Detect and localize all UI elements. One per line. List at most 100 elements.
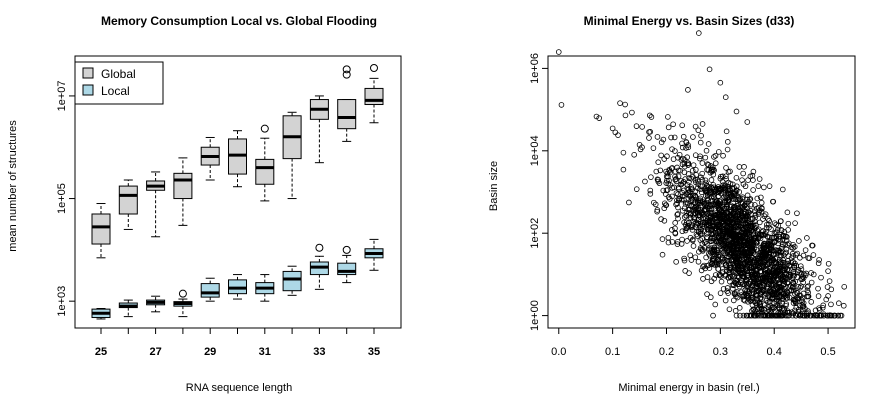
scatter-point [800, 290, 807, 297]
scatter-point [736, 216, 743, 223]
scatter-point [735, 196, 741, 203]
scatter-point [685, 160, 692, 167]
x-tick-label: 0.3 [713, 346, 728, 358]
scatter-point [761, 245, 768, 251]
scatter-point [762, 211, 769, 218]
x-tick-label: 0.2 [659, 346, 674, 358]
scatter-point [691, 216, 698, 223]
scatter-point [706, 226, 712, 233]
scatter-point [693, 231, 700, 238]
scatter-point [785, 227, 791, 233]
scatter-point [683, 199, 690, 206]
scatter-point [749, 272, 756, 278]
scatter-point [704, 234, 710, 240]
box-global [118, 179, 138, 230]
scatter-point [631, 151, 637, 158]
scatter-point [659, 251, 666, 258]
scatter-point [807, 312, 813, 319]
scatter-point [719, 236, 726, 243]
box-global [200, 136, 220, 181]
left-plot-area: 1e+03 1e+05 1e+07 25 27 29 31 33 35 [56, 55, 402, 358]
scatter-point [831, 312, 838, 319]
scatter-point [753, 287, 760, 294]
scatter-point [670, 156, 677, 162]
scatter-point [683, 219, 690, 226]
scatter-point [792, 299, 799, 305]
scatter-point [759, 287, 766, 294]
scatter-point [736, 305, 743, 311]
scatter-point [758, 199, 765, 206]
scatter-point [720, 152, 726, 159]
scatter-point [679, 122, 686, 129]
scatter-point [770, 248, 777, 254]
scatter-point [775, 283, 782, 290]
scatter-point [782, 259, 788, 266]
scatter-point [756, 176, 763, 182]
scatter-point [802, 247, 809, 253]
scatter-point [671, 134, 678, 141]
outlier-point [370, 64, 378, 73]
scatter-point [738, 270, 744, 277]
scatter-point [713, 200, 719, 207]
scatter-point [812, 307, 819, 314]
scatter-point [740, 170, 746, 177]
scatter-point [654, 134, 661, 140]
x-tick-label: 33 [313, 346, 325, 358]
scatter-point [765, 293, 771, 300]
x-tick-label: 31 [259, 346, 271, 358]
right-plot-area: 0.0 0.1 0.2 0.3 0.4 0.5 1e+00 1e+02 1e+04 1e+06 [529, 30, 856, 358]
scatter-point [747, 207, 754, 214]
scatter-point [683, 212, 689, 219]
scatter-point [615, 132, 621, 138]
scatter-point [762, 231, 769, 237]
scatter-point [826, 278, 833, 284]
scatter-point [653, 168, 660, 175]
box-body [91, 213, 111, 245]
scatter-point [815, 293, 822, 299]
scatter-point [692, 254, 699, 261]
scatter-point [678, 196, 685, 203]
scatter-point [783, 301, 790, 307]
box-body [282, 270, 302, 292]
scatter-point [764, 285, 771, 292]
box-local [200, 277, 220, 302]
scatter-point [661, 217, 668, 224]
scatter-point [746, 250, 753, 257]
scatter-point [646, 135, 652, 141]
scatter-point [697, 228, 704, 235]
scatter-point [672, 225, 678, 232]
left-chart-title: Memory Consumption Local vs. Global Floo… [101, 14, 377, 28]
scatter-point [714, 261, 721, 268]
scatter-point [805, 283, 811, 289]
scatter-point [757, 296, 764, 302]
scatter-point [746, 252, 752, 259]
scatter-point [665, 234, 672, 241]
scatter-point [672, 148, 678, 154]
scatter-point [723, 128, 730, 135]
scatter-point [773, 299, 780, 305]
scatter-point [766, 298, 773, 305]
scatter-point [711, 154, 717, 160]
scatter-point [705, 184, 712, 190]
scatter-point [730, 297, 737, 304]
scatter-point [773, 248, 780, 254]
scatter-point [762, 263, 769, 269]
scatter-point [680, 180, 686, 186]
scatter-point [723, 165, 729, 171]
scatter-point [742, 215, 749, 222]
box-global [364, 64, 384, 124]
scatter-point [718, 245, 724, 252]
scatter-point [780, 263, 786, 269]
scatter-point [702, 245, 708, 251]
scatter-point [739, 194, 746, 201]
box-global [146, 171, 166, 238]
scatter-point [717, 271, 723, 278]
scatter-point [766, 269, 772, 276]
scatter-point [722, 262, 729, 268]
scatter-point [727, 250, 734, 256]
scatter-point [633, 186, 640, 192]
scatter-point [706, 66, 713, 73]
right-x-axis-label: Minimal energy in basin (rel.) [618, 382, 759, 394]
scatter-point [706, 265, 713, 271]
